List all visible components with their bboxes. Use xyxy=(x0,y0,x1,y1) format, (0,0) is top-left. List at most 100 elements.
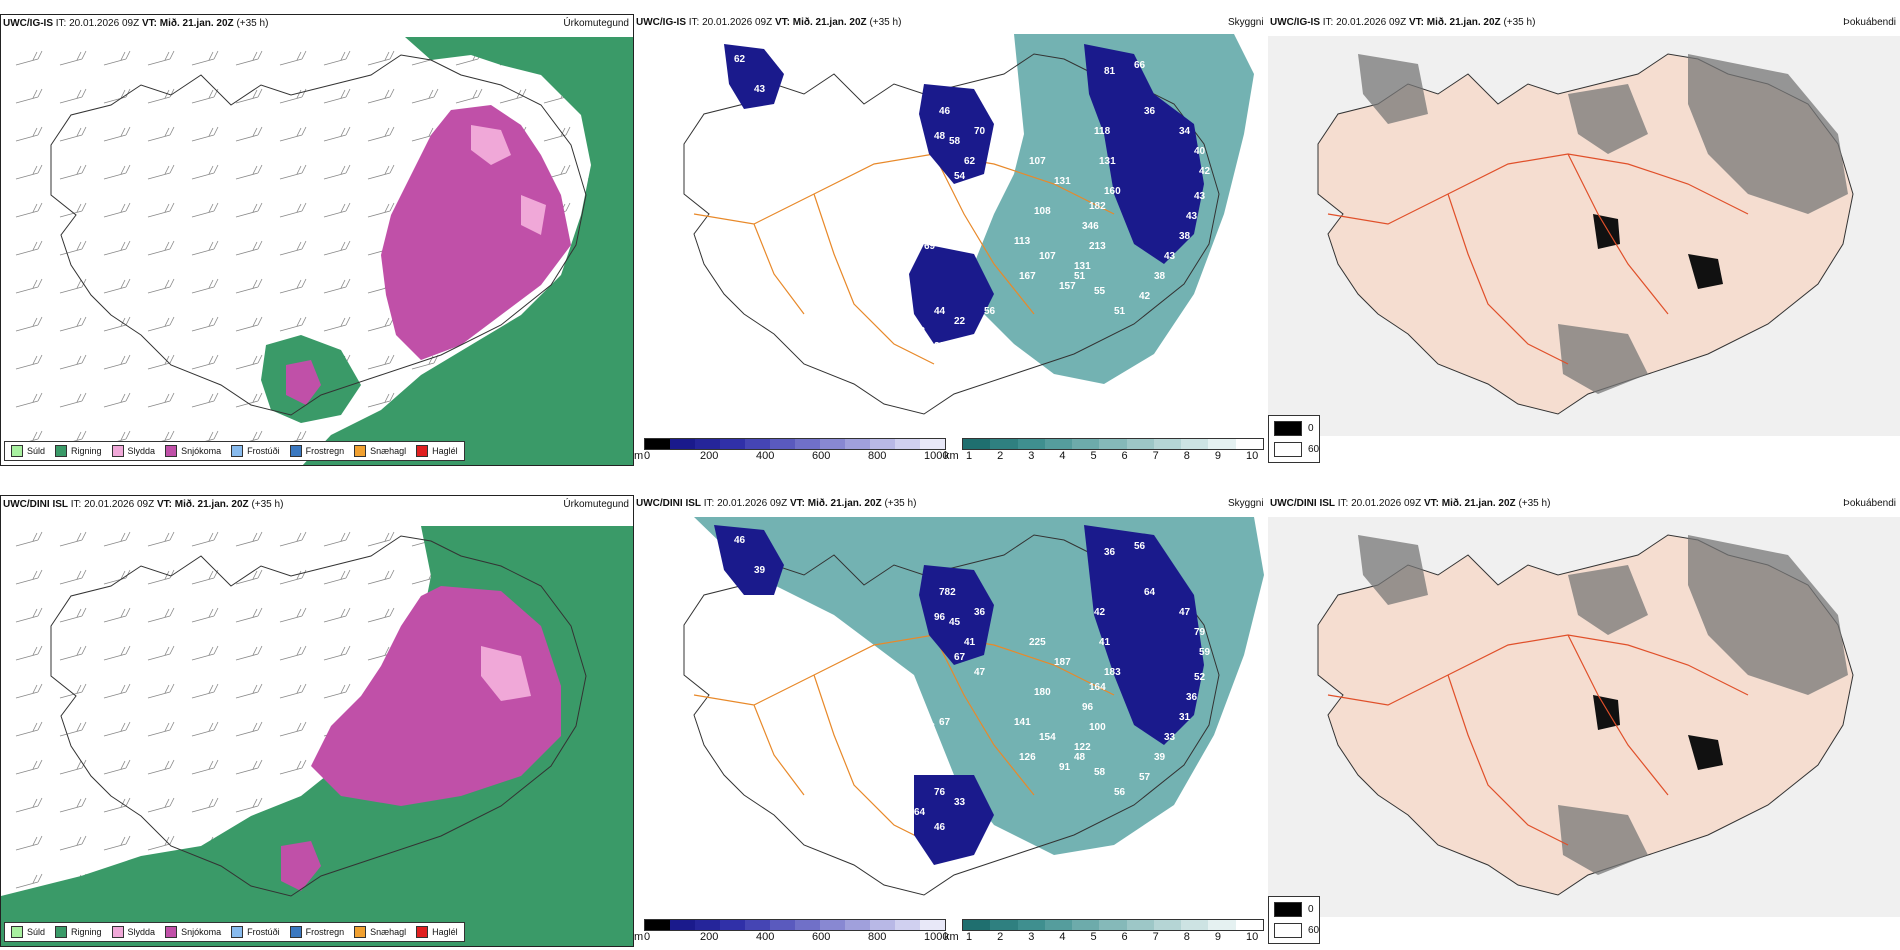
colorbar-tick: 400 xyxy=(756,450,775,462)
wind-barb xyxy=(367,569,395,585)
snow-depth-label: 46 xyxy=(734,535,746,546)
legend-label: Snjókoma xyxy=(181,446,222,456)
wind-barb xyxy=(103,835,131,851)
colorbar-cell xyxy=(1126,920,1154,930)
wind-barb xyxy=(59,50,87,66)
wind-barb xyxy=(323,316,351,332)
panel-header: UWC/IG-IS IT: 20.01.2026 09Z VT: Mið. 21… xyxy=(3,18,269,29)
road-network-fog xyxy=(1327,153,1749,365)
snow-depth-label: 180 xyxy=(1034,687,1051,698)
wind-barb xyxy=(147,164,175,180)
legend-item: Snjókoma xyxy=(165,926,221,938)
wind-barb xyxy=(15,88,43,104)
wind-barb xyxy=(15,645,43,661)
wind-barb xyxy=(59,607,87,623)
colorbar-tick: 200 xyxy=(700,931,719,943)
snow-depth-label: 100 xyxy=(1089,722,1106,733)
wind-barb xyxy=(323,683,351,699)
snow-depth-label: 157 xyxy=(1059,281,1076,292)
wind-barb xyxy=(191,202,219,218)
legend-label: Snjókoma xyxy=(181,927,222,937)
wind-barb xyxy=(411,88,439,104)
wind-barb xyxy=(455,88,483,104)
snow-depth-label: 51 xyxy=(1114,306,1126,317)
wind-barb xyxy=(235,278,263,294)
snow-depth-label: 22 xyxy=(954,316,966,327)
wind-barb xyxy=(279,278,307,294)
snow-depth-label: 70 xyxy=(974,126,986,137)
snow-depth-label: 131 xyxy=(1074,261,1091,272)
snow-depth-label: 51 xyxy=(1074,271,1086,282)
wind-barb xyxy=(367,316,395,332)
legend-item: Rigning xyxy=(55,926,102,938)
wind-barb xyxy=(15,759,43,775)
legend-item: Slydda xyxy=(111,445,155,457)
wind-barb xyxy=(15,873,43,889)
wind-barb xyxy=(59,569,87,585)
wind-barb xyxy=(191,354,219,370)
wind-barb xyxy=(103,316,131,332)
wind-barb xyxy=(147,683,175,699)
snow-depth-label: 57 xyxy=(1139,772,1151,783)
colorbar-cell xyxy=(720,439,745,449)
wind-barb xyxy=(235,721,263,737)
colorbar-tick: 7 xyxy=(1152,450,1159,462)
snow-depth-label: 164 xyxy=(1089,682,1106,693)
precip-map xyxy=(1,526,633,946)
panel-title: Þokuábendi xyxy=(1843,17,1896,28)
fog-panel-bottom: UWC/DINI ISL IT: 20.01.2026 09Z VT: Mið.… xyxy=(1268,495,1900,947)
fog-gray-areas xyxy=(1358,54,1848,394)
snow-sw xyxy=(286,360,321,405)
wind-barb xyxy=(191,88,219,104)
colorbar-tick: 3 xyxy=(1028,450,1035,462)
wind-barb xyxy=(367,88,395,104)
legend-swatch xyxy=(165,445,178,457)
colorbar-cell xyxy=(670,920,695,930)
wind-barb xyxy=(279,126,307,142)
wind-barb xyxy=(191,759,219,775)
snow-depth-label: 67 xyxy=(939,717,951,728)
road-network-fog xyxy=(1327,634,1749,846)
colorbar-cell xyxy=(895,920,920,930)
wind-barb xyxy=(15,721,43,737)
wind-barb xyxy=(15,50,43,66)
colorbar-tick: 6 xyxy=(1121,931,1128,943)
colorbar-cell xyxy=(695,439,720,449)
colorbar-tick: 3 xyxy=(1028,931,1035,943)
wind-barb xyxy=(235,607,263,623)
legend-swatch xyxy=(231,445,244,457)
wind-barb xyxy=(103,392,131,408)
wind-barb xyxy=(103,126,131,142)
colorbar-tick: 2 xyxy=(997,450,1004,462)
snow-depth-label: 33 xyxy=(954,797,966,808)
snow-depth-label: 782 xyxy=(939,587,956,598)
wind-barb xyxy=(59,202,87,218)
snow-depth-label: 141 xyxy=(1014,717,1031,728)
colorbar-tick: 10 xyxy=(1246,931,1259,943)
snow-depth-label: 43 xyxy=(1194,191,1206,202)
wind-barb xyxy=(147,607,175,623)
snow-depth-label: 56 xyxy=(1114,787,1126,798)
snow-depth-label: 187 xyxy=(1054,657,1071,668)
legend-label: Haglél xyxy=(432,446,458,456)
snow-depth-label: 36 xyxy=(1186,692,1198,703)
snow-depth-label: 42 xyxy=(1199,166,1211,177)
colorbar-cell xyxy=(770,920,795,930)
legend-swatch xyxy=(416,445,429,457)
wind-barb xyxy=(59,797,87,813)
snow-depth-label: 183 xyxy=(1104,667,1121,678)
legend-label: Rigning xyxy=(71,446,102,456)
colorbar-cell xyxy=(990,439,1018,449)
legend-swatch xyxy=(165,926,178,938)
fog-map xyxy=(1268,517,1900,917)
colorbar-cell xyxy=(695,920,720,930)
colorbar-tick: 600 xyxy=(812,931,831,943)
colorbar-cell xyxy=(745,920,770,930)
snow-depth-label: 64 xyxy=(1144,587,1156,598)
wind-barb xyxy=(235,240,263,256)
wind-barb xyxy=(147,835,175,851)
legend-item: Rigning xyxy=(55,445,102,457)
wind-barb xyxy=(15,835,43,851)
wind-barb xyxy=(103,240,131,256)
wind-barb xyxy=(15,278,43,294)
